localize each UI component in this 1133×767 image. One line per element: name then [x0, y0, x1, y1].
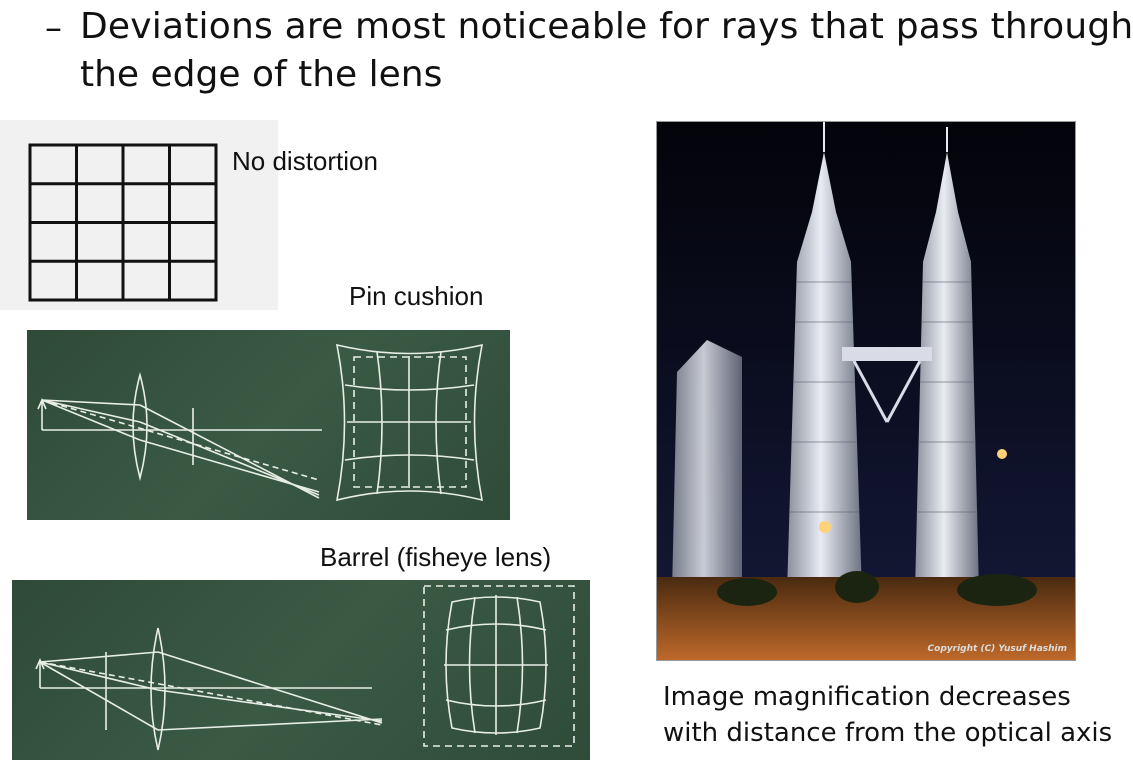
barrel-label: Barrel (fisheye lens) [320, 542, 552, 572]
petronas-towers-photo: Copyright (C) Yusuf Hashim [656, 121, 1076, 661]
towers-illustration [657, 122, 1075, 660]
no-distortion-grid-panel [0, 120, 278, 310]
lens-shape [150, 627, 166, 751]
barrel-ray-diagram [35, 585, 575, 751]
pin-cushion-label: Pin cushion [349, 281, 484, 311]
pin-cushion-diagram [27, 330, 510, 520]
barrel-diagram [12, 580, 590, 760]
lens-shape [132, 372, 148, 482]
bullet-marker: – [45, 8, 62, 48]
no-distortion-grid [28, 143, 218, 302]
pin-cushion-ray-diagram [37, 343, 484, 502]
no-distortion-label: No distortion [232, 146, 378, 176]
photo-copyright: Copyright (C) Yusuf Hashim [927, 644, 1067, 654]
barrel-grid [423, 585, 575, 747]
caption-line-1: Image magnification decreases [663, 682, 1071, 712]
bullet-text-line-1: Deviations are most noticeable for rays … [80, 6, 1133, 47]
caption-line-2: with distance from the optical axis [663, 718, 1113, 748]
bullet-text-line-2: the edge of the lens [80, 54, 443, 95]
pin-cushion-grid [335, 343, 484, 502]
